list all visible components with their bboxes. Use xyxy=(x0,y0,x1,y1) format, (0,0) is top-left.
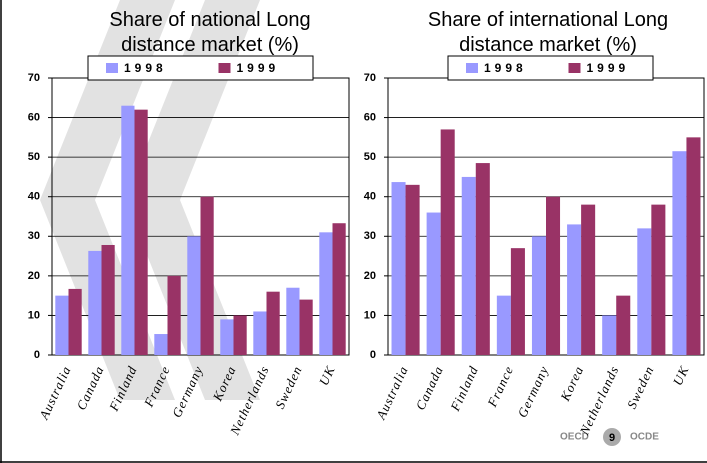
bar xyxy=(154,334,168,355)
bar xyxy=(220,319,234,355)
bar xyxy=(475,163,490,355)
page-number: 9 xyxy=(609,432,615,444)
x-tick-label: Sweden xyxy=(624,363,657,411)
legend-label: 1999 xyxy=(237,61,280,75)
legend-box xyxy=(447,55,654,81)
x-tick-label: Korea xyxy=(557,363,587,404)
bar xyxy=(496,295,511,355)
bar xyxy=(68,288,82,355)
bar xyxy=(440,129,455,355)
y-tick-label: 60 xyxy=(364,111,376,123)
y-tick-label: 10 xyxy=(364,309,376,321)
bar xyxy=(461,176,476,355)
x-tick-label: Finland xyxy=(447,363,481,414)
bar xyxy=(602,315,617,355)
x-tick-label: UK xyxy=(670,363,692,388)
bar xyxy=(546,196,561,355)
bar xyxy=(101,244,115,355)
y-tick-label: 70 xyxy=(364,72,376,84)
bar xyxy=(167,275,181,355)
x-tick-label: Germany xyxy=(169,363,206,420)
x-tick-label: Australia xyxy=(373,363,411,422)
x-tick-label: UK xyxy=(316,363,338,388)
y-tick-label: 40 xyxy=(28,191,40,203)
legend-box xyxy=(87,55,314,81)
x-tick-label: Canada xyxy=(73,363,107,412)
bar xyxy=(581,204,596,355)
bar xyxy=(134,109,148,356)
bar xyxy=(531,236,546,355)
y-tick-label: 30 xyxy=(364,230,376,242)
bar xyxy=(187,236,201,355)
y-tick-label: 0 xyxy=(34,349,40,361)
bar xyxy=(319,232,333,355)
x-tick-label: Canada xyxy=(413,363,447,412)
legend-swatch xyxy=(106,63,118,73)
bar xyxy=(332,223,346,355)
chart-title: Share of international Long distance mar… xyxy=(427,9,669,56)
bar xyxy=(672,151,687,355)
bar xyxy=(266,291,280,355)
bar xyxy=(200,196,214,355)
bar xyxy=(651,204,666,355)
legend-swatch xyxy=(568,63,581,73)
logo-text: OCDE xyxy=(630,432,659,443)
bar xyxy=(637,228,652,355)
bar xyxy=(88,250,102,355)
logo-circle xyxy=(603,428,621,446)
y-tick-label: 50 xyxy=(28,151,40,163)
bar xyxy=(426,212,441,355)
bar xyxy=(55,295,69,355)
y-tick-label: 10 xyxy=(28,309,40,321)
bar xyxy=(121,105,135,355)
bar xyxy=(686,137,701,355)
logo-text: OECD xyxy=(560,432,589,443)
legend-label: 1998 xyxy=(484,61,527,75)
legend-swatch xyxy=(218,63,231,73)
bar xyxy=(391,182,406,355)
legend-label: 1999 xyxy=(587,61,630,75)
x-tick-label: France xyxy=(484,363,516,410)
bar xyxy=(253,311,267,355)
y-tick-label: 40 xyxy=(364,191,376,203)
bar xyxy=(510,248,525,355)
y-tick-label: 30 xyxy=(28,230,40,242)
y-tick-label: 20 xyxy=(364,270,376,282)
x-tick-label: Australia xyxy=(36,363,74,422)
bar xyxy=(405,184,420,355)
bar xyxy=(233,315,247,355)
y-tick-label: 0 xyxy=(370,349,376,361)
x-tick-label: Germany xyxy=(514,363,551,420)
y-tick-label: 20 xyxy=(28,270,40,282)
legend-swatch xyxy=(466,63,478,73)
oecd-logo: OECD 9 OCDE xyxy=(560,428,659,446)
y-tick-label: 60 xyxy=(28,111,40,123)
bar xyxy=(567,224,582,355)
bar xyxy=(616,295,631,355)
bar xyxy=(299,299,313,355)
chart-title: Share of national Long distance market (… xyxy=(109,9,311,56)
y-tick-label: 70 xyxy=(28,72,40,84)
legend-label: 1998 xyxy=(124,61,167,75)
x-tick-label: Sweden xyxy=(272,363,305,411)
y-tick-label: 50 xyxy=(364,151,376,163)
bar xyxy=(286,287,300,355)
